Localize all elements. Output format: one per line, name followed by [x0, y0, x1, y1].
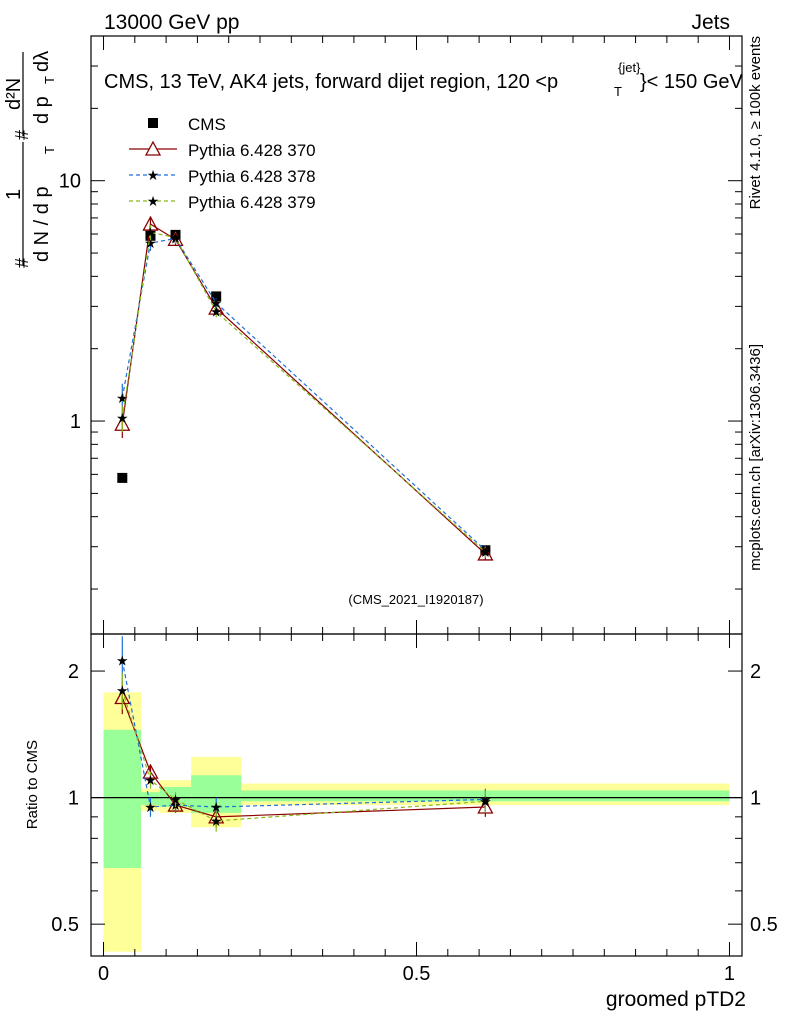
- ylabel-den-sub: T: [42, 146, 57, 154]
- title-main: CMS, 13 TeV, AK4 jets, forward dijet reg…: [104, 71, 558, 93]
- ratio-star-point: ★: [210, 799, 223, 815]
- x-tick-label: 0: [98, 963, 109, 985]
- ratio-star-point: ★: [116, 682, 129, 698]
- ratio-star-point: ★: [116, 652, 129, 668]
- pythia-star-point: ★: [144, 224, 157, 240]
- legend-label-378: Pythia 6.428 378: [188, 167, 316, 186]
- title-sub: T: [614, 84, 622, 99]
- ratio-series-line-1: [121, 660, 486, 808]
- ratio-y-tick-label-left: 0.5: [51, 914, 79, 936]
- ratio-y-tick-label-left: 2: [68, 661, 79, 683]
- header-category: Jets: [691, 11, 730, 34]
- ylabel-num-den-sub: T: [42, 76, 57, 84]
- x-axis-label: groomed pTD2: [606, 988, 746, 1011]
- ratio-y-tick-label-right: 0.5: [750, 914, 778, 936]
- header-process: 13000 GeV pp: [104, 11, 239, 34]
- mcplots-label: mcplots.cern.ch [arXiv:1306.3436]: [747, 344, 764, 571]
- main-title: CMS, 13 TeV, AK4 jets, forward dijet reg…: [104, 60, 744, 99]
- main-plot-marks: 110★★ ★★★★★ ★★★: [59, 35, 742, 634]
- legend-label-cms: CMS: [188, 115, 226, 134]
- legend-label-379: Pythia 6.428 379: [188, 193, 316, 212]
- ratio-series-line-2: [121, 690, 486, 822]
- main-y-tick-label: 10: [59, 171, 81, 193]
- ratio-star-point: ★: [144, 772, 157, 788]
- ylabel-num-den: d p: [31, 96, 53, 124]
- rivet-version-label: Rivet 4.1.0, ≥ 100k events: [747, 36, 764, 209]
- series-line-1: [121, 223, 486, 555]
- legend-marker-379: ★: [147, 193, 160, 209]
- ylabel-num: d²N: [3, 78, 25, 110]
- pythia-star-point: ★: [116, 390, 129, 406]
- ratio-star-point: ★: [144, 799, 157, 815]
- pythia-star-point: ★: [116, 410, 129, 426]
- x-tick-label: 0.5: [403, 963, 431, 985]
- ratio-star-point: ★: [479, 793, 492, 809]
- legend-marker-cms: [148, 118, 158, 128]
- ratio-y-tick-label-right: 1: [750, 788, 761, 810]
- analysis-id-watermark: (CMS_2021_I1920187): [348, 592, 483, 607]
- pythia370-point: [477, 545, 494, 561]
- ratio-band-green: [103, 729, 142, 869]
- pythia370-point: [167, 231, 184, 247]
- ratio-plot-marks: 0.5 0.51 12 20 0.5 1★★ ★ ★ ★★★★★★: [51, 634, 778, 985]
- ylabel-one: 1: [3, 189, 25, 200]
- ylabel-hash-1: #: [12, 258, 32, 268]
- cms-data-point: [211, 291, 222, 302]
- ylabel-lambda: dλ: [31, 51, 53, 72]
- main-y-tick-label: 1: [70, 411, 81, 433]
- pythia-star-point: ★: [210, 304, 223, 320]
- title-sup: {jet}: [618, 60, 641, 75]
- title-tail: }< 150 GeV: [640, 71, 744, 93]
- pythia-star-point: ★: [479, 544, 492, 560]
- ratio-star-point: ★: [210, 813, 223, 829]
- ratio-star-point: ★: [169, 791, 182, 807]
- ratio-pythia370-point: [477, 798, 494, 814]
- pythia-star-point: ★: [210, 295, 223, 311]
- pythia-star-point: ★: [144, 235, 157, 251]
- ratio-ylabel: Ratio to CMS: [24, 740, 41, 829]
- x-tick-label: 1: [724, 963, 735, 985]
- legend-marker-378: ★: [147, 167, 160, 183]
- legend-label-370: Pythia 6.428 370: [188, 141, 316, 160]
- ylabel-den: d N / d p: [31, 186, 53, 262]
- ratio-y-tick-label-right: 2: [750, 661, 761, 683]
- legend: CMS Pythia 6.428 370 ★ Pythia 6.428 378 …: [129, 115, 316, 212]
- main-ylabel: # 1 d N / d p T # d²N d p T dλ: [3, 51, 57, 268]
- cms-data-point: [117, 472, 128, 483]
- ylabel-hash-2: #: [12, 130, 32, 140]
- pythia-star-point: ★: [169, 230, 182, 246]
- ratio-y-tick-label-left: 1: [68, 788, 79, 810]
- legend-marker-370: [144, 140, 162, 156]
